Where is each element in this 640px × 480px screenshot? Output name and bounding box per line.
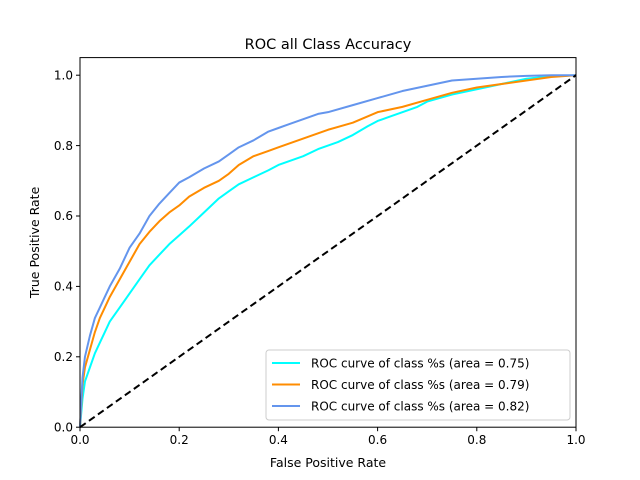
plot-frame: [79, 57, 577, 428]
x-tick-label: 0.4: [269, 433, 288, 447]
y-axis-label: True Positive Rate: [27, 186, 42, 299]
x-axis-label: False Positive Rate: [270, 455, 386, 470]
x-tick-label: 1.0: [566, 433, 585, 447]
series-line-2: [79, 74, 577, 428]
plot-area: [79, 74, 577, 429]
y-tick-label: 0.6: [54, 209, 73, 223]
y-tick-label: 0.8: [54, 139, 73, 153]
x-tick-label: 0.2: [170, 433, 189, 447]
y-tick-label: 0.4: [54, 280, 73, 294]
x-tick-label: 0.8: [467, 433, 486, 447]
y-tick-label: 1.0: [54, 68, 73, 82]
legend: ROC curve of class %s (area = 0.75) ROC c…: [265, 349, 571, 421]
chart-title: ROC all Class Accuracy: [245, 37, 412, 53]
legend-label-3: ROC curve of class %s (area = 0.82): [311, 400, 529, 414]
x-axis: 0.0 0.2 0.4 0.6 0.8 1.0: [70, 427, 586, 447]
y-axis: 0.0 0.2 0.4 0.6 0.8 1.0: [54, 68, 80, 434]
legend-label-1: ROC curve of class %s (area = 0.75): [311, 357, 529, 371]
chance-diagonal-line: [79, 74, 577, 429]
series-line-1: [79, 74, 577, 428]
y-tick-label: 0.2: [54, 350, 73, 364]
legend-box: [265, 349, 571, 421]
y-tick-label: 0.0: [54, 420, 73, 434]
series-line-3: [79, 74, 576, 428]
x-tick-label: 0.0: [70, 433, 89, 447]
x-tick-label: 0.6: [368, 433, 387, 447]
legend-label-2: ROC curve of class %s (area = 0.79): [311, 378, 529, 392]
